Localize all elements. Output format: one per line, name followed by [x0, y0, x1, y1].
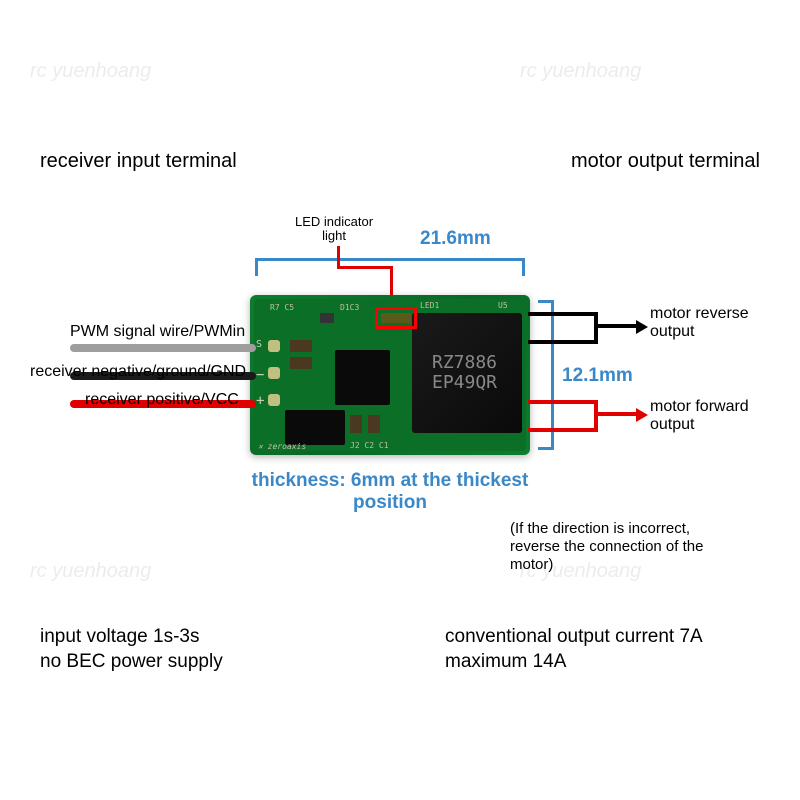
pcb-silk-s: S — [256, 339, 262, 350]
mcu-ic — [335, 350, 390, 405]
led-pointer-line — [337, 266, 393, 269]
input-pad — [268, 367, 280, 379]
vcc-label: receiver positive/VCC — [85, 391, 239, 409]
voltage-regulator — [285, 410, 345, 445]
led-pointer-line — [337, 246, 340, 266]
pwm-wire — [70, 344, 256, 352]
pcb-silk: J2 C2 C1 — [350, 441, 389, 450]
arrow-icon — [636, 408, 648, 422]
input-pad — [268, 394, 280, 406]
smd-component — [320, 313, 334, 323]
smd-component — [368, 415, 380, 433]
gnd-label: receiver negative/ground/GND — [30, 363, 246, 381]
input-specs: input voltage 1s-3s no BEC power supply — [40, 625, 223, 674]
header-motor-output: motor output terminal — [571, 150, 760, 173]
pcb-silk: U5 — [498, 301, 508, 310]
header-receiver-input: receiver input terminal — [40, 150, 237, 173]
smd-component — [290, 340, 312, 352]
smd-component — [290, 357, 312, 369]
pcb-silk-plus: + — [256, 393, 264, 409]
motor-reverse-bracket — [528, 312, 598, 344]
output-specs: conventional output current 7A maximum 1… — [445, 625, 703, 674]
motor-forward-label: motor forward output — [650, 398, 749, 435]
thickness-label: thickness: 6mm at the thickest position — [250, 470, 530, 514]
pcb-silk: LED1 — [420, 301, 439, 310]
height-dimension-value: 12.1mm — [562, 365, 633, 387]
watermark: rc yuenhoang — [520, 60, 641, 83]
motor-reverse-line — [598, 324, 638, 328]
motor-reverse-label: motor reverse output — [650, 305, 749, 342]
motor-driver-ic: RZ7886 EP49QR — [412, 313, 522, 433]
pcb-silk-minus: − — [256, 367, 264, 383]
watermark: rc yuenhoang — [30, 60, 151, 83]
arrow-icon — [636, 320, 648, 334]
pcb-logo: ✕ zeroaxis — [258, 442, 306, 451]
motor-forward-bracket — [528, 400, 598, 432]
pwm-label: PWM signal wire/PWMin — [70, 323, 245, 341]
motor-forward-line — [598, 412, 638, 416]
smd-component — [350, 415, 362, 433]
pcb-board: RZ7886 EP49QR S − + R7 C5 D1C3 LED1 U5 J… — [250, 295, 530, 455]
direction-note: (If the direction is incorrect, reverse … — [510, 520, 703, 574]
input-pad — [268, 340, 280, 352]
ic-marking: RZ7886 EP49QR — [432, 353, 497, 393]
led-indicator-label: LED indicator light — [295, 215, 373, 244]
pcb-silk: R7 C5 — [270, 303, 294, 312]
watermark: rc yuenhoang — [30, 560, 151, 583]
pcb-silk: D1C3 — [340, 303, 359, 312]
width-dimension-value: 21.6mm — [420, 228, 491, 250]
led-indicator — [375, 307, 417, 329]
